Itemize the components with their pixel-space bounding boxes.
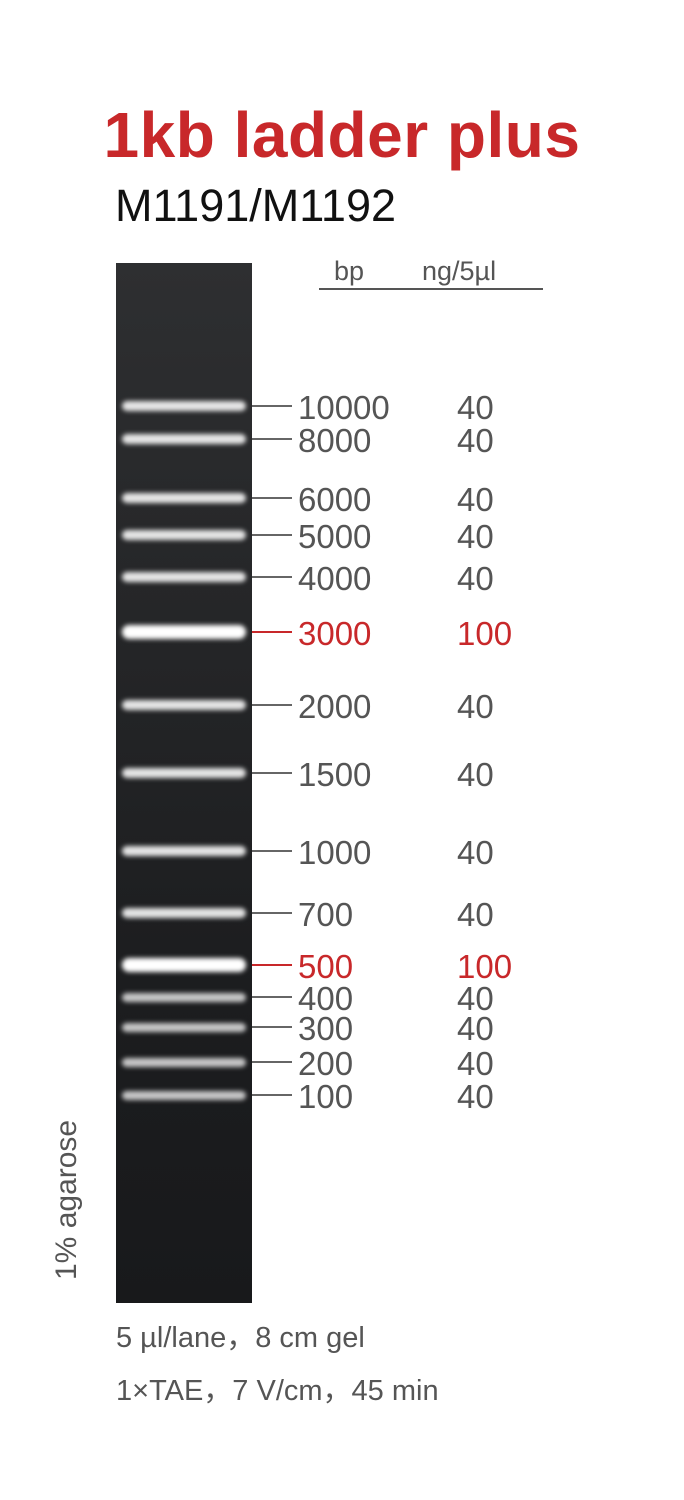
catalog-number: M1191/M1192	[115, 180, 397, 231]
band-amount-label: 40	[457, 560, 494, 597]
footer-line-2: 1×TAE，7 V/cm，45 min	[116, 1375, 439, 1407]
agarose-label: 1% agarose	[50, 1119, 83, 1280]
band-6000	[122, 493, 246, 503]
band-tick	[252, 631, 292, 633]
band-tick	[252, 405, 292, 407]
band-100	[122, 1090, 246, 1100]
band-size-label: 700	[298, 896, 354, 933]
band-size-label: 5000	[298, 518, 372, 555]
band-amount-label: 40	[457, 422, 494, 459]
band-1500	[122, 768, 246, 778]
band-amount-label: 40	[457, 481, 494, 518]
band-tick	[252, 576, 292, 578]
band-amount-label: 40	[457, 896, 494, 933]
footer-line-1: 5 µl/lane，8 cm gel	[116, 1322, 365, 1354]
band-amount-label: 40	[457, 756, 494, 793]
band-amount-label: 40	[457, 1010, 494, 1047]
band-tick	[252, 912, 292, 914]
band-8000	[122, 434, 246, 444]
band-tick	[252, 964, 292, 966]
band-3000	[122, 625, 246, 639]
band-2000	[122, 700, 246, 710]
band-4000	[122, 572, 246, 582]
band-size-label: 500	[298, 948, 354, 985]
band-400	[122, 992, 246, 1002]
band-size-label: 400	[298, 980, 354, 1017]
band-5000	[122, 530, 246, 540]
band-amount-label: 40	[457, 1078, 494, 1115]
band-size-label: 300	[298, 1010, 354, 1047]
band-tick	[252, 497, 292, 499]
band-amount-label: 40	[457, 834, 494, 871]
band-size-label: 200	[298, 1045, 354, 1082]
band-amount-label: 40	[457, 389, 494, 426]
band-tick	[252, 772, 292, 774]
band-10000	[122, 401, 246, 411]
band-size-label: 8000	[298, 422, 372, 459]
band-size-label: 1000	[298, 834, 372, 871]
band-tick	[252, 534, 292, 536]
band-amount-label: 40	[457, 980, 494, 1017]
band-tick	[252, 1061, 292, 1063]
band-200	[122, 1057, 246, 1067]
band-tick	[252, 704, 292, 706]
gel-lane	[116, 263, 252, 1303]
band-size-label: 4000	[298, 560, 372, 597]
band-1000	[122, 846, 246, 856]
band-tick	[252, 438, 292, 440]
band-size-label: 100	[298, 1078, 354, 1115]
band-tick	[252, 1026, 292, 1028]
band-size-label: 1500	[298, 756, 372, 793]
header-bp: bp	[334, 256, 365, 286]
band-size-label: 10000	[298, 389, 390, 426]
band-tick	[252, 996, 292, 998]
band-size-label: 2000	[298, 688, 372, 725]
title: 1kb ladder plus	[103, 99, 581, 171]
band-size-label: 6000	[298, 481, 372, 518]
band-amount-label: 40	[457, 518, 494, 555]
band-amount-label: 100	[457, 615, 513, 652]
band-amount-label: 100	[457, 948, 513, 985]
band-500	[122, 958, 246, 972]
band-amount-label: 40	[457, 688, 494, 725]
band-tick	[252, 850, 292, 852]
band-amount-label: 40	[457, 1045, 494, 1082]
header-ng: ng/5µl	[422, 256, 497, 286]
band-300	[122, 1022, 246, 1032]
band-tick	[252, 1094, 292, 1096]
header-underline	[319, 288, 543, 290]
band-size-label: 3000	[298, 615, 372, 652]
band-700	[122, 908, 246, 918]
